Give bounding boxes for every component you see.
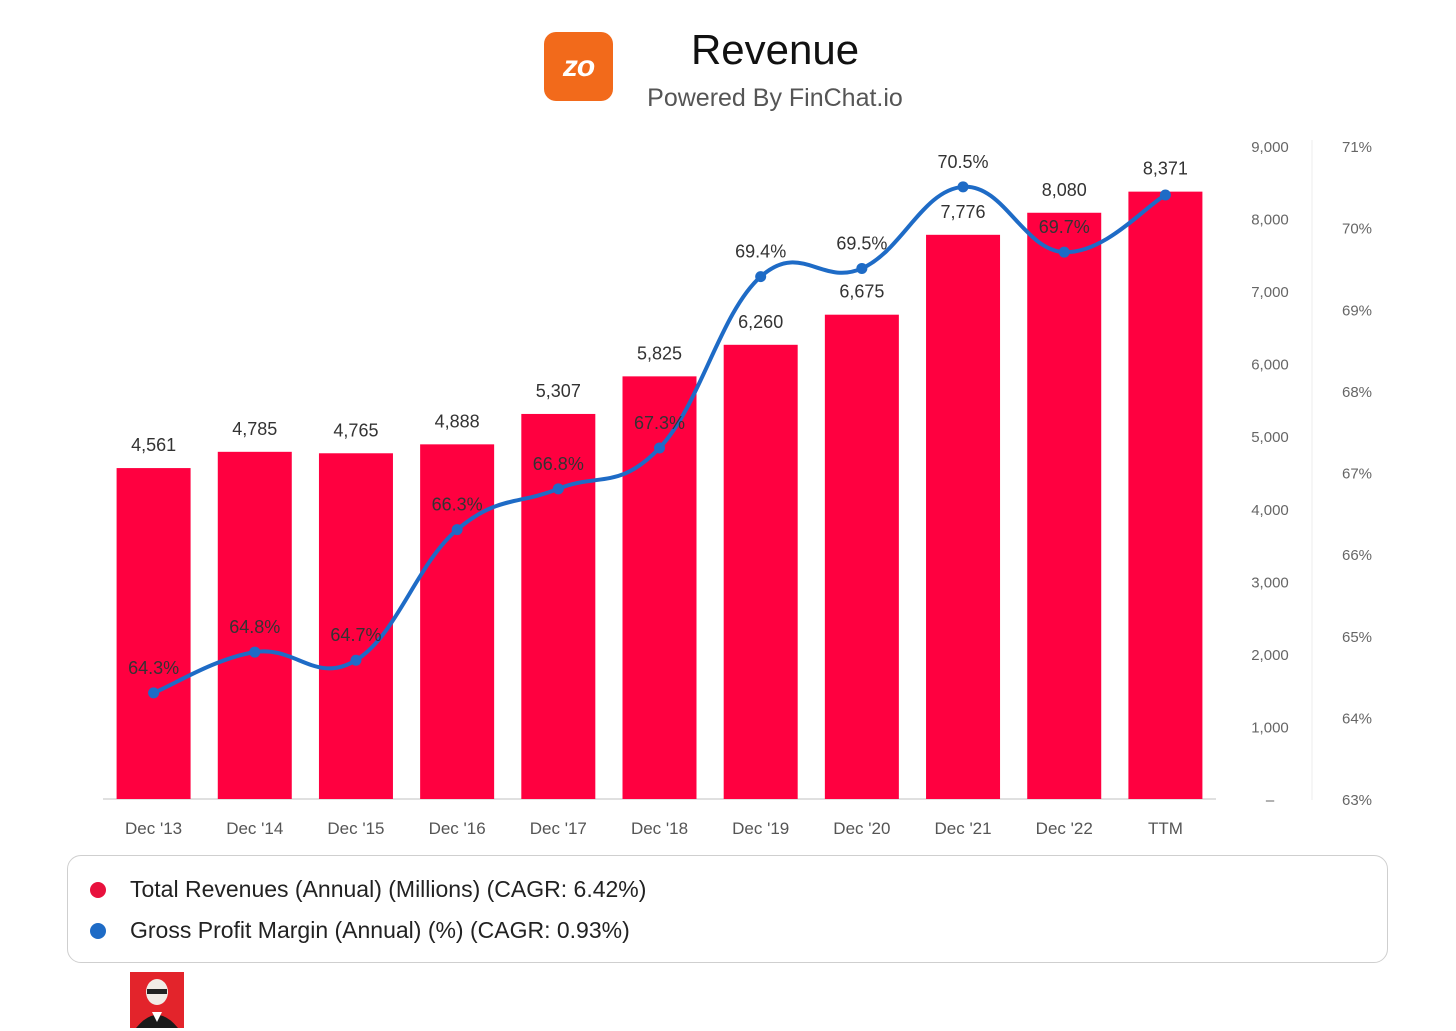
margin-value-label: 69.7% [1039,217,1090,237]
revenue-bar [318,453,393,799]
margin-value-label: 64.7% [330,625,381,645]
chart-legend: Total Revenues (Annual) (Millions) (CAGR… [67,855,1388,963]
y-right-tick-label: 64% [1342,710,1372,727]
x-tick-label: Dec '16 [429,819,486,838]
revenue-value-label: 4,765 [333,420,378,440]
x-tick-label: Dec '22 [1036,819,1093,838]
revenue-bar [217,451,292,799]
y-left-tick-label: 7,000 [1251,284,1289,301]
y-left-tick-label: – [1266,792,1275,809]
margin-line [152,184,1167,695]
revenue-value-label: 4,561 [131,435,176,455]
revenue-value-label: 6,675 [839,282,884,302]
margin-point [1159,189,1171,201]
y-right-tick-label: 66% [1342,547,1372,564]
x-tick-label: Dec '17 [530,819,587,838]
y-right-tick-label: 67% [1342,466,1372,483]
revenue-bar [1027,212,1102,800]
y-left-tick-label: 9,000 [1251,139,1289,156]
revenue-bar [622,376,697,799]
revenue-bar [521,413,596,799]
revenue-bar [824,314,899,799]
margin-value-label: 69.4% [735,242,786,262]
y-right-tick-label: 70% [1342,221,1372,238]
margin-point [552,483,564,495]
y-right-tick-label: 65% [1342,629,1372,646]
revenue-chart: 4,561 4,785 4,765 4,888 5,307 5,825 6,260 6,675… [103,139,1372,838]
x-tick-label: TTM [1148,819,1183,838]
margin-point [755,271,767,283]
legend-label-revenue: Total Revenues (Annual) (Millions) (CAGR… [130,876,647,902]
x-tick-label: Dec '15 [327,819,384,838]
x-tick-label: Dec '21 [934,819,991,838]
legend-swatch-revenue [90,881,106,898]
y-left-tick-label: 3,000 [1251,574,1289,591]
margin-point [856,262,868,274]
x-tick-label: Dec '13 [125,819,182,838]
revenue-value-label: 5,307 [536,381,581,401]
x-tick-label: Dec '18 [631,819,688,838]
margin-point [957,181,969,193]
revenue-bar [926,234,1001,800]
legend-item-margin: Gross Profit Margin (Annual) (%) (CAGR: … [90,917,630,944]
y-left-tick-label: 5,000 [1251,429,1289,446]
revenue-value-label: 6,260 [738,312,783,332]
margin-point [1058,246,1070,258]
legend-swatch-margin [90,922,106,939]
logo-text: zo [562,49,595,83]
margin-value-label: 69.5% [836,233,887,253]
y-left-tick-label: 8,000 [1251,212,1289,229]
legend-label-margin: Gross Profit Margin (Annual) (%) (CAGR: … [130,917,630,943]
y-right-tick-label: 69% [1342,302,1372,319]
margin-point [451,524,463,536]
y-right-tick-label: 63% [1342,792,1372,809]
y-right-tick-label: 68% [1342,384,1372,401]
legend-item-revenue: Total Revenues (Annual) (Millions) (CAGR… [90,876,646,903]
margin-value-label: 66.8% [533,454,584,474]
revenue-value-label: 8,080 [1042,180,1087,200]
revenue-bar [723,344,798,799]
y-right-tick-label: 71% [1342,139,1372,156]
revenue-value-label: 4,888 [435,411,480,431]
y-left-tick-label: 2,000 [1251,647,1289,664]
margin-value-label: 67.3% [634,413,685,433]
x-tick-label: Dec '19 [732,819,789,838]
margin-point [654,442,665,454]
chart-subtitle: Powered By FinChat.io [647,84,903,112]
margin-value-label: 64.8% [229,617,280,637]
revenue-bar [420,444,495,799]
margin-value-label: 64.3% [128,658,179,678]
margin-point [148,687,160,699]
author-avatar [130,972,184,1028]
finchat-logo: zo [544,32,613,101]
margin-point [350,654,362,666]
y-left-tick-label: 1,000 [1251,719,1289,736]
revenue-value-label: 7,776 [941,202,986,222]
margin-value-label: 70.5% [938,152,989,172]
y-left-tick-label: 6,000 [1251,357,1289,374]
revenue-value-label: 4,785 [232,419,277,439]
x-tick-label: Dec '20 [833,819,890,838]
margin-value-label: 66.3% [432,495,483,515]
revenue-value-label: 5,825 [637,343,682,363]
revenue-bar [116,468,191,799]
revenue-bar [1128,191,1203,799]
chart-title: Revenue [690,26,860,73]
x-tick-label: Dec '14 [226,819,283,838]
revenue-value-label: 8,371 [1143,159,1188,179]
margin-point [249,646,261,658]
y-left-tick-label: 4,000 [1251,502,1289,519]
